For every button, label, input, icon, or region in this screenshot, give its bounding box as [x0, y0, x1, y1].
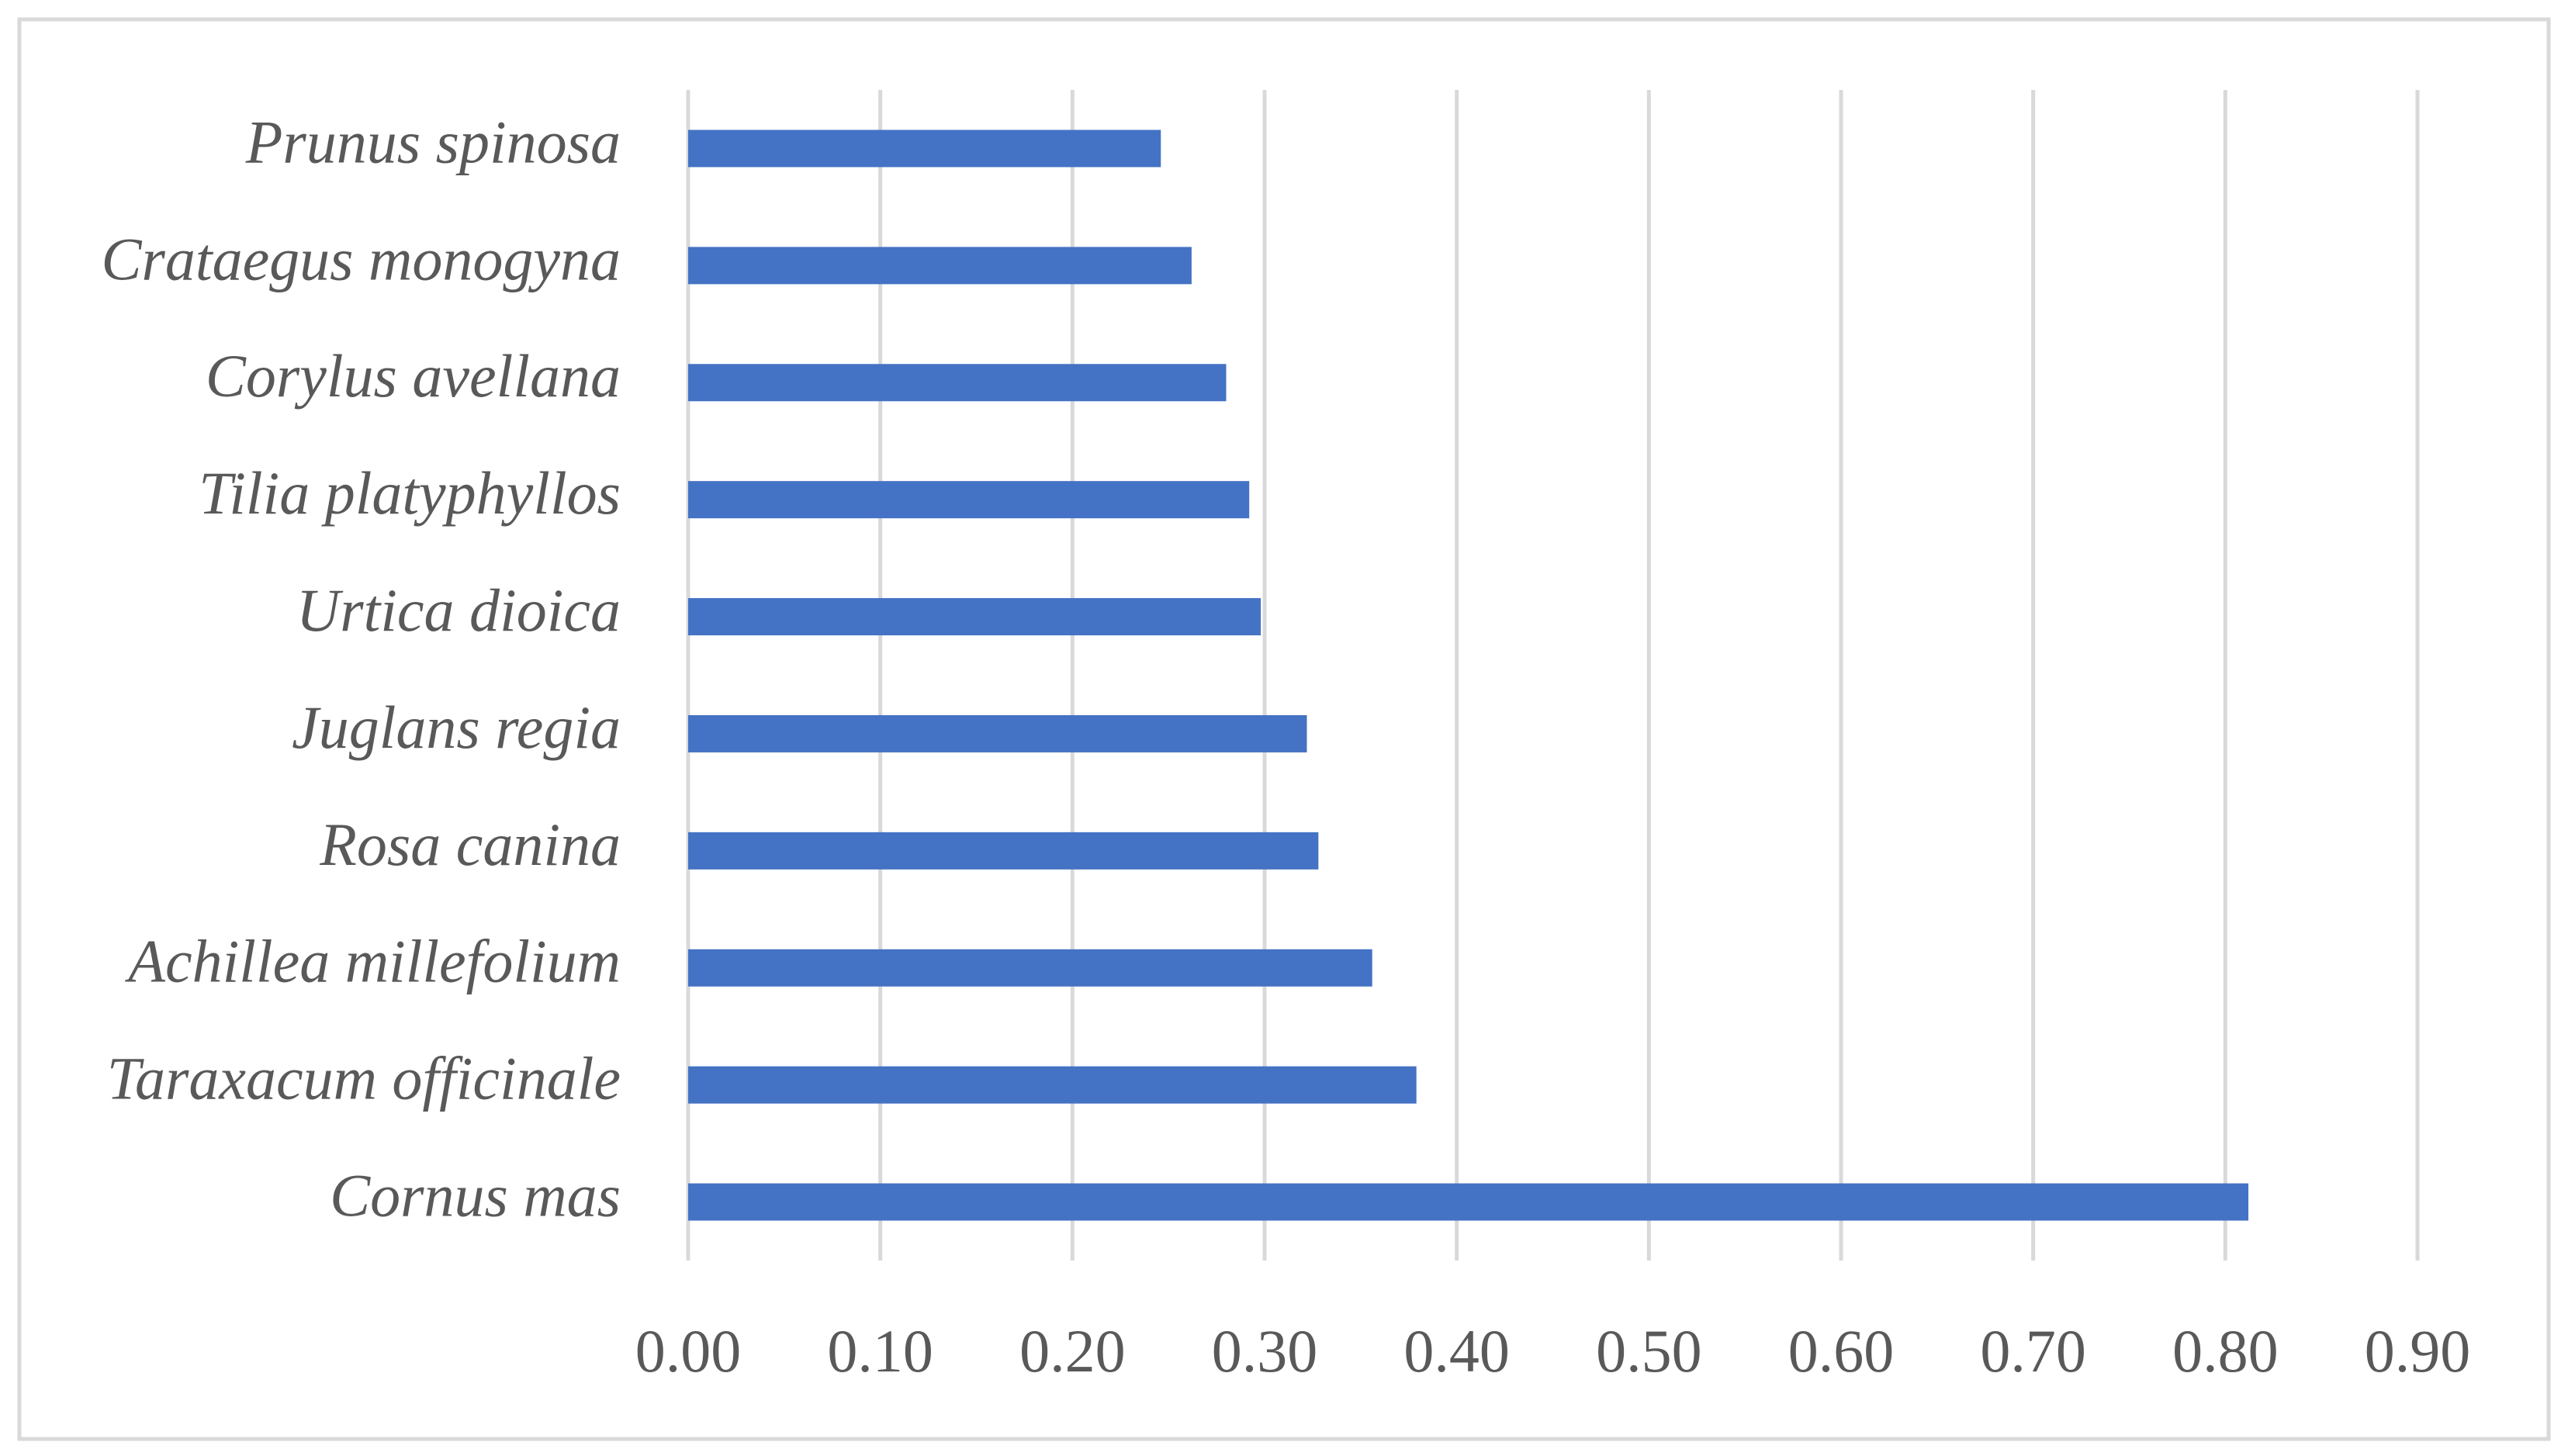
bar: [688, 832, 1319, 870]
bar: [688, 949, 1372, 987]
bar: [688, 598, 1262, 636]
x-tick-label: 0.30: [1212, 1317, 1318, 1385]
y-tick-label: Tilia platyphyllos: [199, 459, 621, 527]
bar: [688, 247, 1192, 285]
bar: [688, 1066, 1417, 1104]
y-tick-label: Taraxacum officinale: [107, 1045, 621, 1112]
y-tick-label: Juglans regia: [292, 693, 621, 761]
x-tick-label: 0.10: [827, 1317, 933, 1385]
y-tick-label: Crataegus monogyna: [102, 225, 621, 292]
x-tick-label: 0.20: [1019, 1317, 1126, 1385]
x-tick-label: 0.60: [1788, 1317, 1895, 1385]
x-tick-label: 0.70: [1980, 1317, 2086, 1385]
x-tick-label: 0.00: [635, 1317, 742, 1385]
y-tick-label: Cornus mas: [330, 1161, 621, 1229]
x-tick-label: 0.40: [1403, 1317, 1510, 1385]
y-tick-label: Prunus spinosa: [245, 108, 621, 175]
y-tick-label: Achillea millefolium: [124, 928, 621, 995]
x-tick-label: 0.50: [1596, 1317, 1702, 1385]
bar: [688, 714, 1307, 752]
bar: [688, 364, 1227, 402]
y-tick-label: Urtica dioica: [296, 576, 621, 644]
bar: [688, 1183, 2249, 1221]
bar: [688, 130, 1161, 168]
x-tick-label: 0.80: [2172, 1317, 2279, 1385]
x-tick-label: 0.90: [2365, 1317, 2471, 1385]
bar: [688, 481, 1250, 519]
y-tick-label: Rosa canina: [319, 811, 621, 878]
y-tick-label: Corylus avellana: [206, 342, 621, 410]
